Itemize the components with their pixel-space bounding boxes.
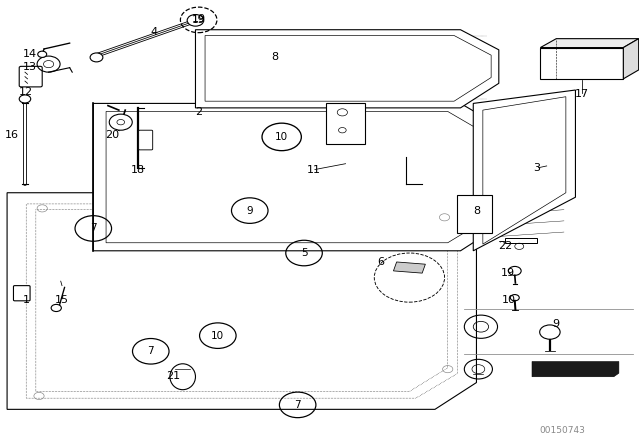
Circle shape — [90, 53, 103, 62]
Text: 3: 3 — [534, 163, 541, 173]
Circle shape — [187, 14, 204, 26]
Polygon shape — [473, 90, 575, 251]
Text: 2: 2 — [195, 108, 202, 117]
Text: 14: 14 — [22, 49, 36, 59]
Text: 17: 17 — [575, 90, 589, 99]
Circle shape — [109, 114, 132, 130]
Text: 9: 9 — [246, 206, 253, 215]
FancyBboxPatch shape — [19, 66, 42, 87]
Text: 20: 20 — [106, 129, 120, 140]
Text: 21: 21 — [166, 371, 180, 381]
Text: 7: 7 — [294, 400, 301, 410]
Text: 9: 9 — [553, 319, 560, 329]
Text: 11: 11 — [307, 165, 321, 176]
FancyBboxPatch shape — [139, 130, 153, 150]
Polygon shape — [394, 262, 426, 273]
Polygon shape — [195, 30, 499, 108]
Text: 19: 19 — [191, 13, 205, 24]
Polygon shape — [540, 39, 639, 47]
Text: 1: 1 — [23, 295, 29, 305]
Text: 16: 16 — [5, 129, 19, 140]
Polygon shape — [7, 193, 476, 409]
Polygon shape — [93, 103, 499, 251]
Text: 18: 18 — [131, 165, 145, 176]
Text: 13: 13 — [22, 62, 36, 72]
Circle shape — [51, 304, 61, 311]
Text: 10: 10 — [501, 295, 515, 305]
Text: 10: 10 — [275, 132, 288, 142]
Text: 00150743: 00150743 — [540, 426, 586, 435]
Circle shape — [38, 51, 47, 57]
Polygon shape — [623, 39, 639, 79]
FancyBboxPatch shape — [13, 286, 30, 301]
Text: 7: 7 — [147, 346, 154, 356]
Text: 12: 12 — [19, 87, 33, 97]
Text: 8: 8 — [473, 206, 480, 215]
Polygon shape — [326, 103, 365, 144]
Ellipse shape — [170, 364, 195, 390]
Polygon shape — [458, 195, 492, 233]
Text: 5: 5 — [301, 248, 307, 258]
Text: 19: 19 — [192, 15, 205, 25]
Text: 8: 8 — [272, 52, 279, 61]
Polygon shape — [532, 362, 619, 377]
Text: 15: 15 — [54, 295, 68, 305]
Text: 22: 22 — [498, 241, 513, 251]
Text: 4: 4 — [150, 27, 157, 37]
Polygon shape — [505, 238, 537, 243]
Text: 6: 6 — [377, 257, 384, 267]
Text: 19: 19 — [501, 268, 515, 278]
Text: 7: 7 — [90, 224, 97, 233]
Circle shape — [19, 95, 31, 103]
Text: 10: 10 — [211, 331, 225, 340]
Polygon shape — [540, 47, 623, 79]
